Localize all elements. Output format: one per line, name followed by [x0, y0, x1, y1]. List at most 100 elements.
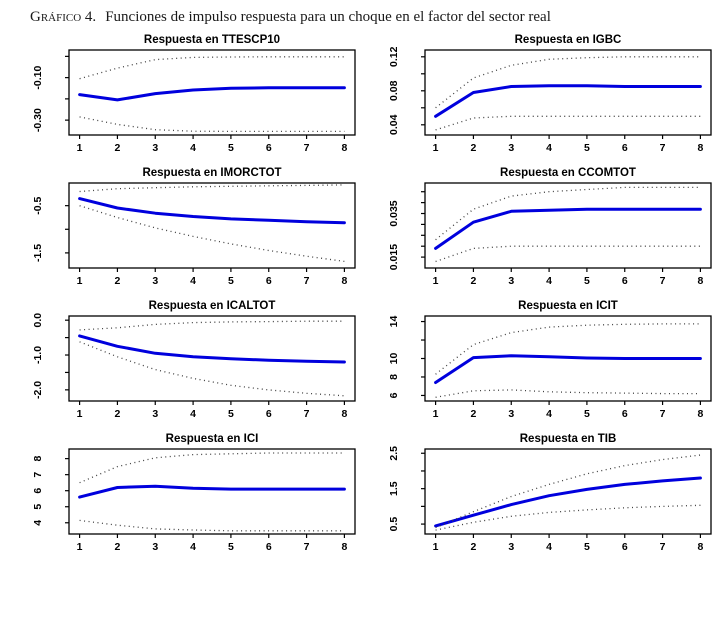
- series-banda-inferior: [79, 116, 345, 133]
- series-banda-inferior: [435, 504, 701, 531]
- series-respuesta: [434, 476, 702, 528]
- x-tick-label: 1: [433, 142, 439, 154]
- x-tick-label: 7: [660, 541, 666, 553]
- figure-caption-text: Funciones de impulso respuesta para un c…: [105, 9, 551, 25]
- series-respuesta: [434, 84, 702, 118]
- x-tick-label: 4: [546, 541, 552, 553]
- x-tick-label: 8: [697, 408, 703, 420]
- series-banda-superior: [79, 452, 345, 484]
- x-tick-label: 5: [228, 541, 234, 553]
- y-tick-label: 0.015: [388, 244, 400, 270]
- chart-title: Respuesta en ICIT: [518, 300, 618, 312]
- x-tick-label: 5: [584, 408, 590, 420]
- x-tick-label: 3: [508, 275, 514, 287]
- plot-frame: [424, 49, 712, 136]
- y-tick-label: 0.04: [388, 114, 400, 135]
- y-tick-label: 0.0: [32, 313, 44, 328]
- plot-frame: [424, 448, 712, 535]
- x-tick-label: 2: [115, 142, 121, 154]
- chart-ccomtot: 1 2 3 4 5 6 7 8 0.015 0.035: [388, 182, 712, 287]
- x-tick-label: 2: [115, 408, 121, 420]
- charts-grid: Respuesta en TTESCP10 1 2 3 4 5 6 7 8 -0.10 -0.30…: [0, 29, 721, 562]
- chart-icit: 1 2 3 4 5 6 7 8 6 8 10 14: [388, 315, 712, 420]
- figure-caption-label: Gráfico 4.: [30, 9, 97, 25]
- y-tick-label: 8: [32, 456, 44, 462]
- x-tick-label: 1: [433, 541, 439, 553]
- series-banda-inferior: [435, 389, 701, 398]
- y-tick-label: -2.0: [32, 381, 44, 399]
- plot-frame: [68, 182, 356, 269]
- series-respuesta: [78, 197, 346, 225]
- y-tick-label: 1.5: [388, 481, 400, 496]
- y-tick-label: -1.5: [32, 244, 44, 262]
- y-tick-label: 6: [388, 392, 400, 398]
- chart-title: Respuesta en IMORCTOT: [142, 167, 282, 179]
- x-tick-label: 7: [304, 408, 310, 420]
- series-banda-superior: [435, 56, 701, 109]
- series-banda-superior: [435, 186, 701, 241]
- y-tick-label: 5: [32, 504, 44, 510]
- series-banda-inferior: [79, 341, 345, 397]
- x-tick-label: 6: [266, 275, 272, 287]
- series-banda-inferior: [79, 205, 345, 263]
- plot-frame: [68, 448, 356, 535]
- plot-frame: [68, 315, 356, 402]
- x-tick-label: 6: [622, 408, 628, 420]
- x-tick-label: 8: [697, 541, 703, 553]
- y-tick-label: 0.08: [388, 80, 400, 101]
- figure-caption: Gráfico 4. Funciones de impulso respuesta…: [0, 0, 721, 29]
- plot-frame: [424, 182, 712, 269]
- x-tick-label: 1: [433, 408, 439, 420]
- x-tick-label: 8: [697, 142, 703, 154]
- series-banda-superior: [79, 184, 345, 193]
- x-tick-label: 1: [77, 275, 83, 287]
- x-tick-label: 5: [584, 275, 590, 287]
- y-tick-label: 7: [32, 472, 44, 478]
- y-tick-label: 10: [388, 353, 400, 365]
- x-tick-label: 3: [508, 408, 514, 420]
- chart-igbc: 1 2 3 4 5 6 7 8 0.04 0.08 0.12: [388, 47, 712, 154]
- x-tick-label: 4: [546, 408, 552, 420]
- chart-panel-ccomtot: Respuesta en CCOMTOT 1 2 3 4 5 6 7 8 0.015 0.035: [385, 164, 717, 296]
- y-tick-label: 6: [32, 488, 44, 494]
- chart-panel-ttescp10: Respuesta en TTESCP10 1 2 3 4 5 6 7 8 -0.10 -0.30: [29, 31, 361, 163]
- chart-title: Respuesta en IGBC: [514, 34, 622, 46]
- series-banda-inferior: [435, 245, 701, 263]
- x-tick-label: 3: [152, 275, 158, 287]
- x-tick-label: 6: [622, 142, 628, 154]
- x-tick-label: 4: [546, 142, 552, 154]
- x-tick-label: 1: [77, 142, 83, 154]
- x-tick-label: 8: [697, 275, 703, 287]
- y-tick-label: 8: [388, 374, 400, 380]
- x-tick-label: 7: [660, 142, 666, 154]
- y-tick-label: 4: [32, 520, 44, 526]
- x-tick-label: 8: [341, 541, 347, 553]
- x-tick-label: 8: [341, 142, 347, 154]
- chart-panel-icaltot: Respuesta en ICALTOT 1 2 3 4 5 6 7 8 0.0 -1.0 -2.0: [29, 297, 361, 429]
- x-tick-label: 2: [115, 275, 121, 287]
- series-banda-superior: [79, 56, 345, 80]
- x-tick-label: 5: [228, 142, 234, 154]
- x-tick-label: 4: [190, 275, 196, 287]
- series-respuesta: [78, 86, 346, 102]
- x-tick-label: 7: [660, 408, 666, 420]
- chart-title: Respuesta en CCOMTOT: [500, 167, 636, 179]
- chart-ici: 1 2 3 4 5 6 7 8 4 5 6 7 8: [32, 448, 356, 553]
- chart-title: Respuesta en ICI: [165, 433, 259, 445]
- series-banda-superior: [435, 323, 701, 375]
- series-banda-inferior: [435, 115, 701, 131]
- x-tick-label: 3: [152, 142, 158, 154]
- chart-tib: 1 2 3 4 5 6 7 8 0.5 1.5 2.5: [388, 446, 712, 553]
- y-tick-label: -1.0: [32, 346, 44, 364]
- chart-panel-ici: Respuesta en ICI 1 2 3 4 5 6 7 8 4 5 6 7 8: [29, 430, 361, 562]
- series-respuesta: [434, 354, 702, 384]
- y-tick-label: 0.5: [388, 517, 400, 532]
- x-tick-label: 4: [190, 408, 196, 420]
- y-tick-label: 14: [388, 316, 400, 328]
- x-tick-label: 3: [152, 541, 158, 553]
- x-tick-label: 8: [341, 408, 347, 420]
- x-tick-label: 5: [584, 142, 590, 154]
- series-respuesta: [434, 207, 702, 250]
- series-respuesta: [78, 334, 346, 364]
- x-tick-label: 7: [304, 275, 310, 287]
